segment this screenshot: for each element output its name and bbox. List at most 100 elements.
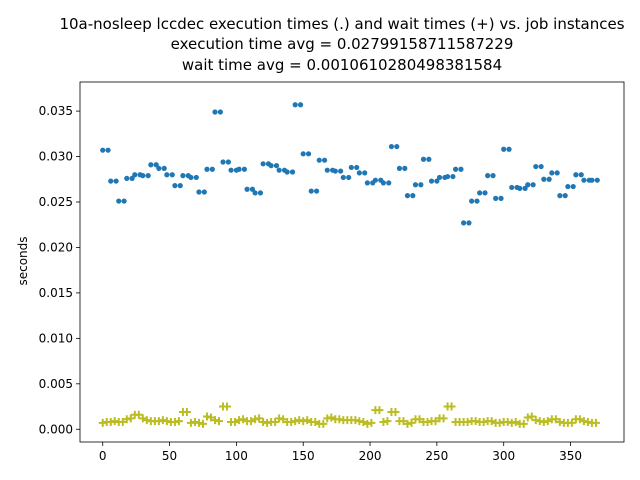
- wait-time-point: [182, 408, 191, 416]
- execution-time-point: [108, 178, 114, 184]
- execution-time-point: [562, 193, 568, 199]
- wait-time-point: [255, 414, 264, 423]
- execution-time-point: [284, 169, 290, 175]
- axes-frame: [79, 81, 625, 443]
- execution-time-point: [268, 163, 274, 169]
- execution-time-point: [493, 195, 499, 201]
- execution-time-point: [316, 157, 322, 163]
- wait-time-point: [375, 406, 384, 415]
- wait-time-point: [138, 414, 147, 423]
- wait-time-point: [134, 410, 143, 419]
- execution-time-point: [434, 178, 440, 184]
- wait-time-point: [206, 413, 215, 422]
- execution-time-point: [522, 185, 528, 191]
- execution-time-point: [533, 163, 539, 170]
- execution-time-point: [260, 161, 266, 167]
- execution-time-point: [121, 198, 127, 204]
- execution-time-point: [444, 173, 451, 180]
- execution-time-point: [276, 167, 282, 173]
- execution-time-point: [402, 165, 408, 171]
- execution-time-point: [300, 151, 306, 157]
- execution-time-point: [308, 188, 314, 194]
- execution-time-point: [340, 174, 346, 181]
- execution-time-point: [297, 102, 304, 108]
- y-axis-label: seconds: [16, 236, 30, 285]
- wait-time-point: [247, 417, 256, 426]
- wait-time-point: [447, 402, 456, 411]
- execution-time-point: [404, 193, 411, 199]
- y-tick-label: 0.010: [39, 331, 73, 345]
- execution-time-point: [498, 195, 504, 201]
- wait-time-point: [567, 418, 576, 427]
- wait-time-point: [383, 417, 392, 426]
- wait-time-point: [359, 418, 368, 426]
- execution-time-point: [217, 109, 223, 115]
- y-tick-label: 0.015: [39, 286, 73, 300]
- execution-time-point: [204, 166, 210, 172]
- execution-time-point: [354, 164, 360, 171]
- execution-time-point: [228, 167, 234, 173]
- x-tick-label: 350: [559, 449, 582, 463]
- execution-time-point: [426, 156, 432, 162]
- wait-time-point: [174, 417, 183, 426]
- y-tick-label: 0.020: [39, 240, 73, 254]
- wait-time-point: [239, 415, 248, 424]
- x-tick-label: 50: [162, 449, 177, 463]
- execution-time-point: [236, 166, 242, 172]
- execution-time-point: [156, 165, 162, 171]
- wait-time-point: [527, 412, 536, 421]
- execution-time-point: [541, 176, 547, 182]
- wait-time-point: [198, 419, 207, 428]
- execution-time-point: [201, 189, 207, 195]
- x-tick-label: 150: [292, 449, 315, 463]
- execution-time-point: [172, 183, 178, 189]
- execution-time-point: [538, 163, 544, 170]
- execution-time-point: [482, 190, 488, 196]
- execution-time-point: [420, 156, 427, 162]
- execution-time-point: [549, 170, 555, 176]
- execution-time-point: [490, 173, 496, 179]
- execution-time-point: [177, 183, 183, 189]
- execution-time-point: [506, 146, 512, 152]
- wait-time-point: [271, 418, 280, 426]
- execution-time-point: [461, 220, 467, 226]
- wait-time-point: [223, 402, 232, 411]
- execution-time-point: [148, 162, 154, 168]
- execution-time-point: [388, 143, 395, 150]
- wait-time-point: [415, 415, 424, 424]
- execution-time-point: [557, 193, 563, 199]
- execution-time-point: [100, 147, 106, 153]
- execution-time-point: [573, 172, 579, 178]
- x-tick-label: 250: [425, 449, 448, 463]
- execution-time-point: [348, 164, 354, 171]
- x-tick-label: 300: [492, 449, 515, 463]
- y-tick-label: 0.035: [39, 104, 73, 118]
- execution-time-point: [477, 190, 483, 196]
- execution-time-point: [346, 174, 352, 181]
- execution-time-point: [241, 166, 248, 172]
- execution-time-point: [380, 180, 387, 186]
- wait-time-point: [487, 417, 496, 426]
- execution-time-point: [525, 182, 531, 188]
- execution-time-point: [452, 166, 459, 172]
- execution-time-point: [474, 198, 480, 204]
- execution-time-point: [412, 182, 419, 188]
- wait-time-point: [511, 418, 520, 426]
- wait-time-point: [551, 415, 560, 424]
- wait-time-point: [215, 417, 224, 426]
- execution-time-point: [209, 166, 215, 172]
- execution-time-point: [485, 173, 491, 179]
- execution-time-point: [364, 180, 370, 186]
- x-tick-label: 0: [99, 449, 107, 463]
- execution-time-point: [305, 151, 312, 157]
- y-tick-label: 0.030: [39, 150, 73, 164]
- execution-time-point: [386, 180, 392, 186]
- y-tick-label: 0.000: [39, 422, 73, 436]
- x-tick-label: 100: [225, 449, 248, 463]
- execution-time-point: [212, 109, 218, 115]
- execution-time-point: [396, 165, 403, 171]
- execution-time-point: [116, 198, 122, 204]
- execution-time-point: [153, 162, 159, 168]
